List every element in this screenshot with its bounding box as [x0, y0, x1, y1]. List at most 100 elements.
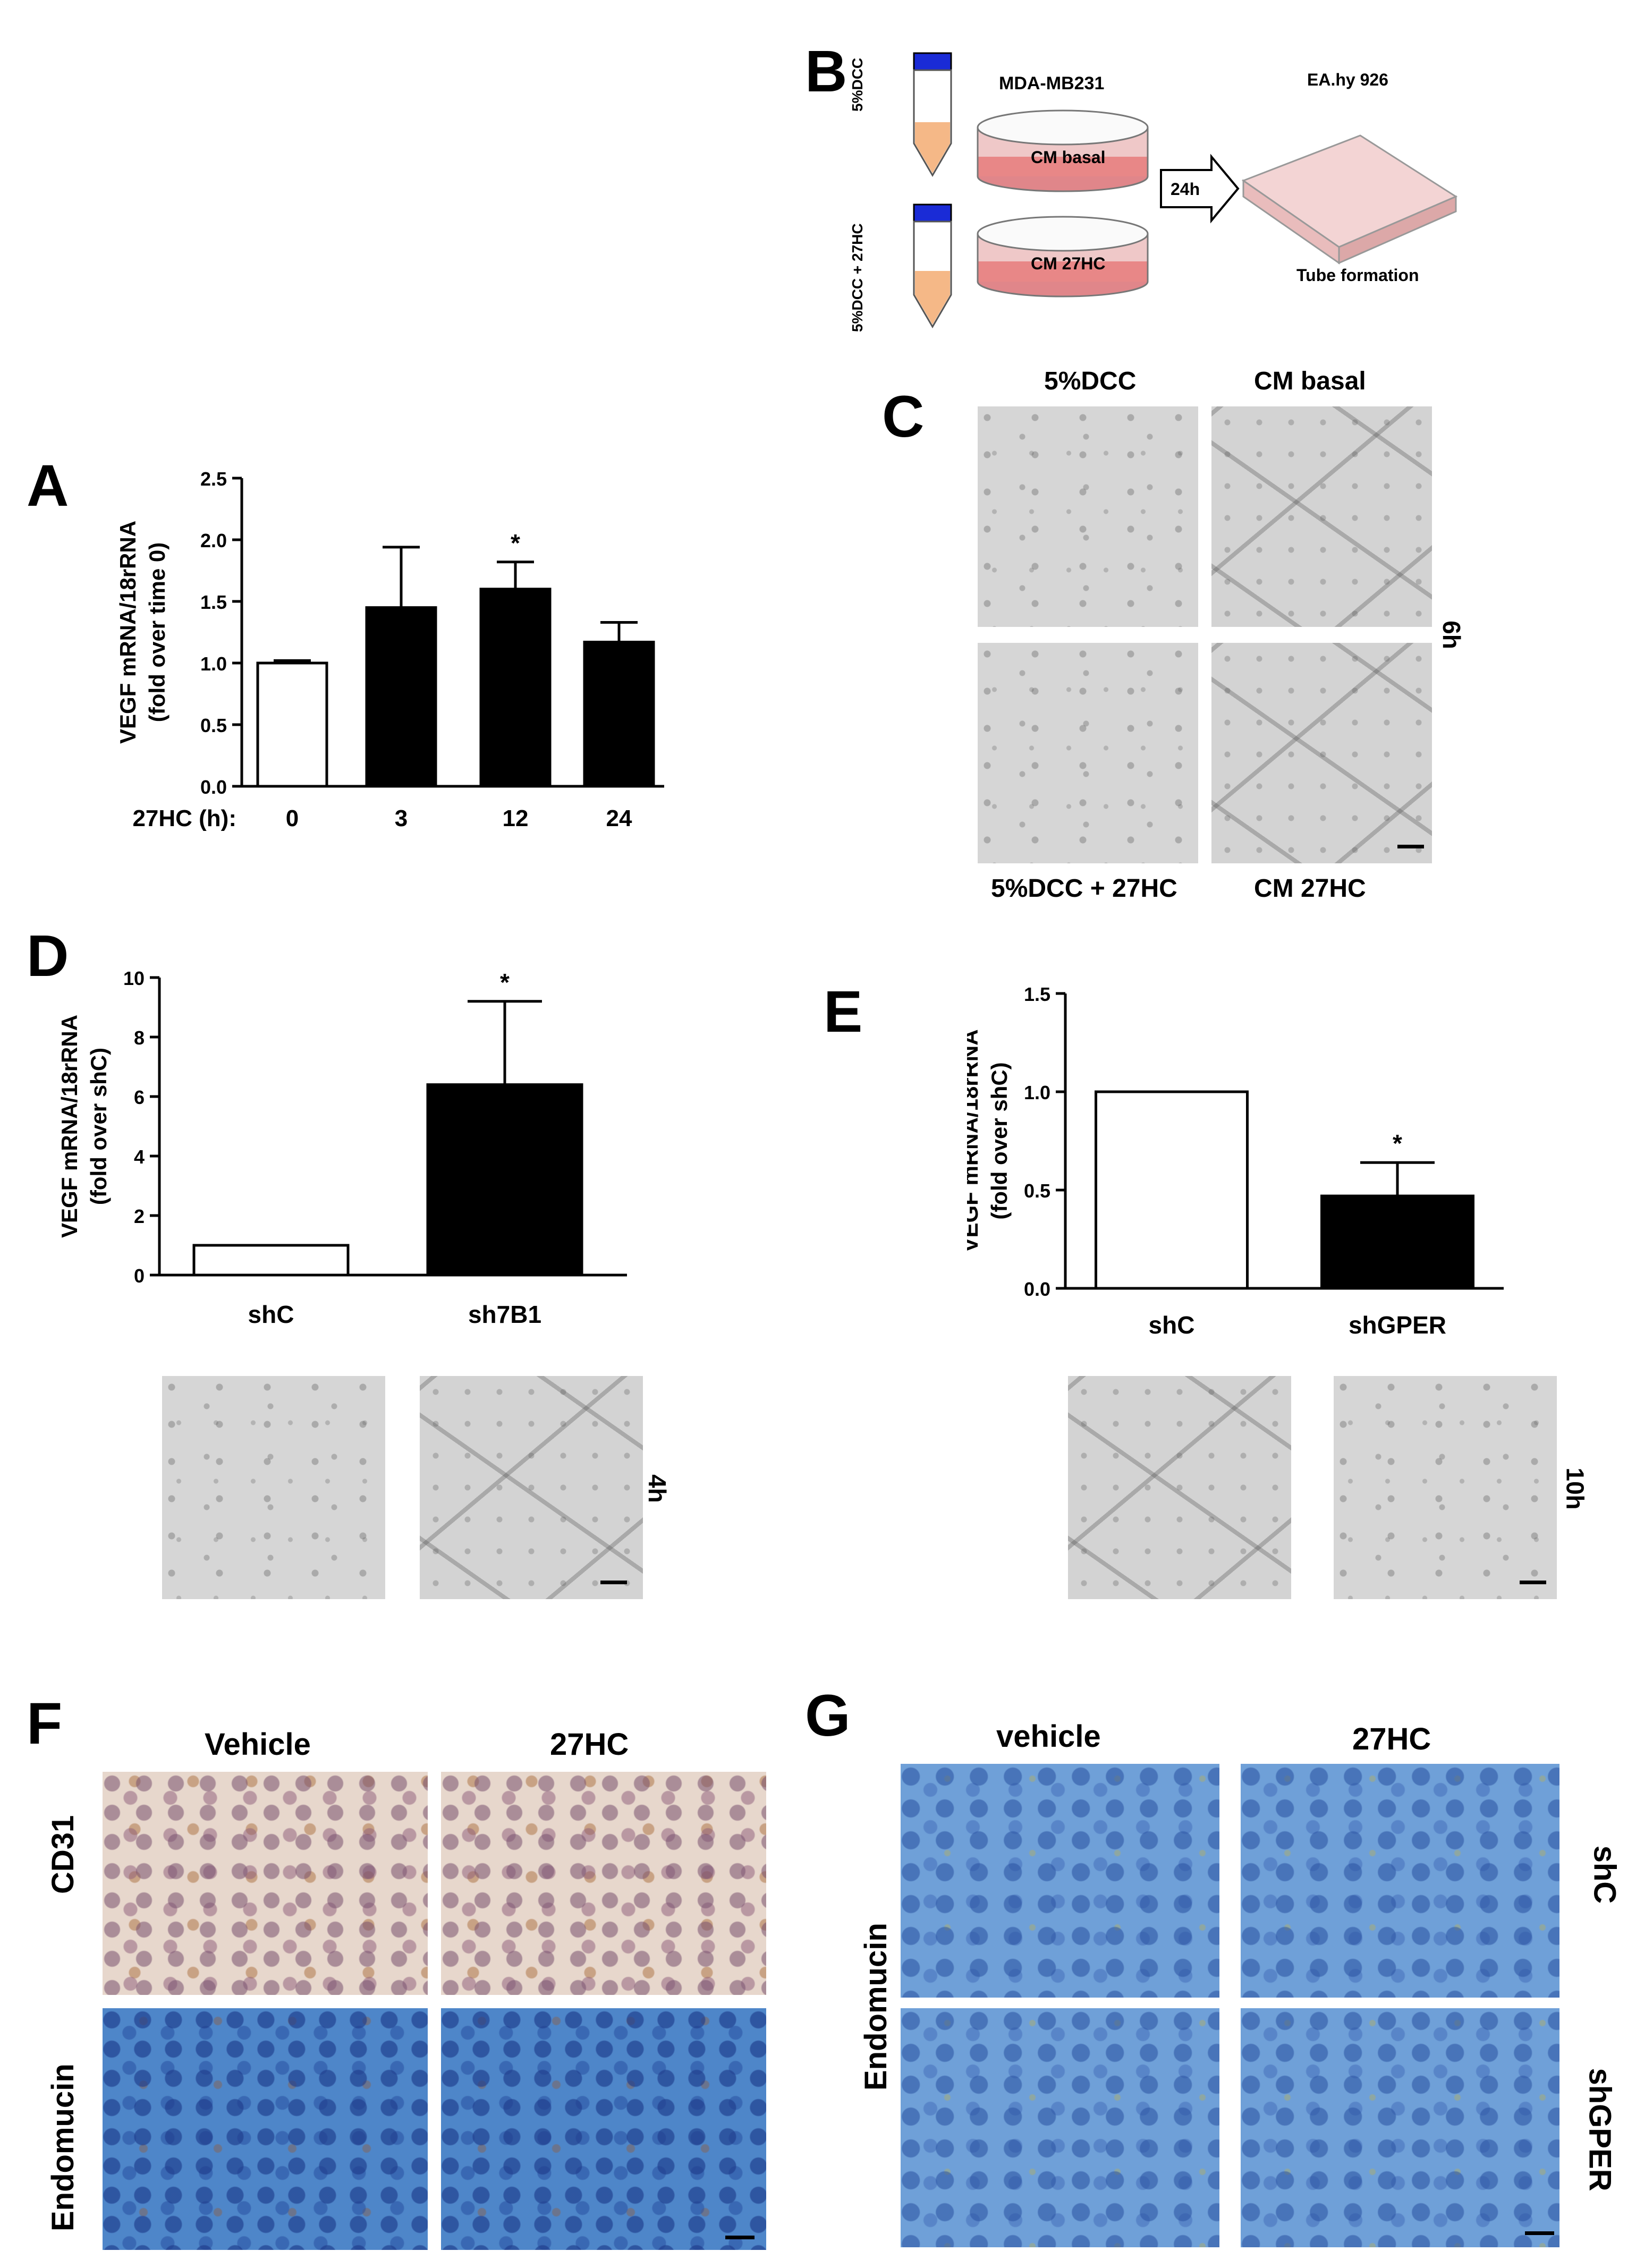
chart-a: 0.0 0.5 1.0 1.5 2.0 2.5 VEGF mRNA/18rRNA (fold …: [115, 468, 664, 831]
dish-cm-basal: [977, 109, 1149, 192]
y-tick-label: 6: [134, 1086, 145, 1108]
y-tick-label: 0.5: [200, 715, 227, 736]
d-image-sh7b1: [420, 1376, 643, 1599]
category-label: shC: [248, 1301, 294, 1328]
panel-letter-b: B: [805, 39, 847, 104]
significance-mark: *: [500, 969, 510, 996]
c-image-cm-basal: [1211, 406, 1432, 627]
bar-shC: [192, 1244, 350, 1277]
c-col2-label: CM basal: [1254, 367, 1366, 395]
y-axis-label: VEGF mRNA/18rRNA: [57, 1015, 82, 1238]
y-tick-label: 1.0: [200, 653, 227, 675]
dish1-label: CM basal: [1031, 148, 1106, 167]
c-row2-left-label: 5%DCC + 27HC: [991, 874, 1177, 903]
f-col1-label: Vehicle: [205, 1727, 311, 1762]
e-image-shc: [1068, 1376, 1291, 1599]
bar-shC: [1095, 1090, 1249, 1290]
c-image-5dcc: [978, 406, 1198, 627]
e-scale-bar: [1520, 1581, 1546, 1584]
c-row2-right-label: CM 27HC: [1254, 874, 1366, 903]
y-axis-label: (fold over time 0): [145, 542, 169, 722]
y-tick-label: 2.5: [200, 468, 227, 490]
y-tick-label: 1.5: [200, 591, 227, 613]
tube-5dcc-27hc: [913, 203, 952, 328]
target-line-label: EA.hy 926: [1307, 70, 1388, 89]
category-label: 3: [395, 805, 408, 831]
x-axis-label: 27HC (h):: [132, 805, 236, 831]
g-stain-label: Endomucin: [859, 1923, 893, 2091]
multiwell-plate: [1241, 134, 1458, 265]
panel-letter-c: C: [882, 384, 925, 449]
bar-0: [256, 661, 328, 788]
f-row2-label: Endomucin: [46, 2063, 80, 2231]
y-tick-label: 2: [134, 1205, 145, 1227]
c-time-label: 6h: [1437, 621, 1465, 649]
y-axis-label: VEGF mRNA/18rRNA: [115, 521, 140, 744]
cell-line-label: MDA-MB231: [999, 73, 1105, 94]
y-tick-label: 1.5: [1024, 983, 1050, 1005]
y-tick-label: 0.5: [1024, 1180, 1050, 1202]
panel-letter-d: D: [27, 923, 69, 989]
category-label: 24: [606, 805, 632, 831]
c-image-cm-27hc: [1211, 643, 1432, 863]
significance-mark: *: [1393, 1129, 1402, 1157]
y-tick-label: 0: [134, 1265, 145, 1287]
panel-letter-g: G: [805, 1683, 851, 1748]
bar-3: [365, 606, 437, 788]
f-scale-bar: [725, 2236, 755, 2239]
f-col2-label: 27HC: [550, 1727, 629, 1762]
bar-12: [479, 588, 552, 788]
y-tick-label: 2.0: [200, 530, 227, 551]
g-scale-bar: [1525, 2231, 1554, 2235]
schematic-b: [913, 52, 1458, 328]
category-label: sh7B1: [468, 1301, 541, 1328]
y-tick-label: 0.0: [1024, 1278, 1050, 1300]
d-image-shc: [162, 1376, 385, 1599]
g-image-shgper-vehicle: [901, 2008, 1219, 2247]
g-col2-label: 27HC: [1352, 1722, 1431, 1756]
g-image-shgper-27hc: [1241, 2008, 1559, 2247]
significance-mark: *: [511, 529, 520, 557]
c-scale-bar: [1397, 845, 1424, 848]
y-axis-label: (fold over shC): [86, 1048, 111, 1205]
y-tick-label: 1.0: [1024, 1082, 1050, 1103]
e-image-shgper: [1334, 1376, 1557, 1599]
arrow-label: 24h: [1171, 180, 1200, 199]
c-col1-label: 5%DCC: [1044, 367, 1137, 395]
y-axis-label: (fold over shC): [987, 1062, 1012, 1219]
bar-sh7B1: [426, 1083, 583, 1277]
e-time-label: 10h: [1561, 1467, 1589, 1510]
f-image-cd31-vehicle: [103, 1772, 428, 1995]
y-axis-label: VEGF mRNA/18rRNA: [967, 1029, 982, 1252]
bar-24: [583, 641, 655, 788]
y-tick-label: 4: [134, 1146, 145, 1168]
panel-letter-e: E: [824, 979, 863, 1044]
g-row1-label: shC: [1587, 1845, 1622, 1904]
y-tick-label: 10: [123, 967, 145, 989]
y-tick-label: 8: [134, 1027, 145, 1049]
category-label: 0: [286, 805, 299, 831]
d-scale-bar: [600, 1581, 627, 1584]
assay-label: Tube formation: [1296, 266, 1419, 285]
f-row1-label: CD31: [46, 1815, 80, 1894]
g-image-shc-vehicle: [901, 1764, 1219, 1998]
dish2-label: CM 27HC: [1031, 254, 1106, 273]
category-label: shC: [1149, 1311, 1195, 1339]
bar-shGPER: [1320, 1194, 1474, 1290]
y-tick-label: 0.0: [200, 776, 227, 798]
arrow-24h: [1160, 154, 1240, 224]
f-image-cd31-27hc: [441, 1772, 766, 1995]
chart-d: 0 2 4 6 8 10 VEGF mRNA/18rRNA (fold over shC) sh…: [57, 967, 627, 1328]
g-col1-label: vehicle: [996, 1719, 1101, 1754]
f-image-endomucin-27hc: [441, 2008, 766, 2250]
tube-5dcc: [913, 52, 952, 177]
chart-e: 0.0 0.5 1.0 1.5 VEGF mRNA/18rRNA (fold over s…: [967, 983, 1504, 1339]
g-row2-label: shGPER: [1582, 2068, 1617, 2191]
d-time-label: 4h: [643, 1474, 671, 1503]
panel-letter-a: A: [27, 453, 69, 519]
category-label: 12: [503, 805, 529, 831]
c-image-5dcc-27hc: [978, 643, 1198, 863]
g-image-shc-27hc: [1241, 1764, 1559, 1998]
f-image-endomucin-vehicle: [103, 2008, 428, 2250]
tube1-label: 5%DCC: [849, 57, 866, 112]
